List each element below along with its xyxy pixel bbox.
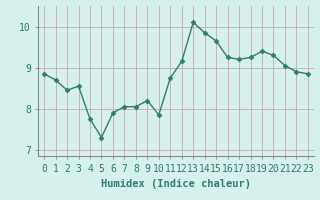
X-axis label: Humidex (Indice chaleur): Humidex (Indice chaleur) [101, 179, 251, 189]
